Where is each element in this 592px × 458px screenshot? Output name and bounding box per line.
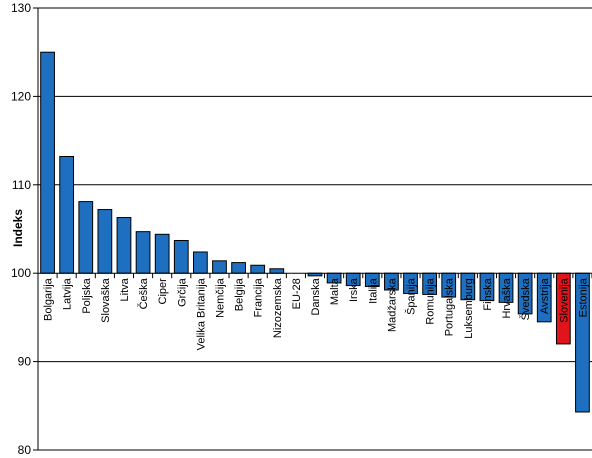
category-label: Francija bbox=[253, 277, 265, 317]
category-label: Finska bbox=[482, 277, 494, 310]
bar bbox=[97, 209, 113, 274]
category-label: Slovenija bbox=[558, 277, 570, 323]
y-tick-label: 110 bbox=[12, 178, 31, 192]
category-label: Italija bbox=[367, 277, 379, 304]
bar bbox=[193, 251, 208, 274]
category-label: Grčija bbox=[176, 277, 188, 307]
bar bbox=[135, 231, 151, 274]
bar bbox=[154, 233, 170, 274]
category-label: Španija bbox=[405, 277, 418, 315]
bar bbox=[250, 264, 266, 274]
bar bbox=[116, 217, 132, 274]
category-label: Portugalska bbox=[444, 277, 456, 336]
category-label: Latvija bbox=[62, 277, 74, 310]
category-label: Velika Britanija bbox=[195, 277, 207, 350]
category-label: Danska bbox=[310, 277, 322, 315]
axes bbox=[37, 8, 592, 450]
bar bbox=[40, 51, 55, 274]
category-label: Nemčija bbox=[214, 277, 226, 318]
y-tick-labels: 80 90 100 110 120 130 bbox=[11, 1, 38, 457]
category-label: Hrvaška bbox=[501, 277, 513, 318]
gridlines bbox=[38, 7, 592, 451]
category-label: Estonija bbox=[577, 277, 589, 317]
category-label: Bolgarija bbox=[43, 277, 55, 321]
y-tick-label: 80 bbox=[18, 443, 32, 457]
category-label: Romunija bbox=[425, 277, 437, 324]
category-label: Madžarska bbox=[386, 277, 398, 332]
bars bbox=[40, 51, 590, 413]
y-tick-label: 90 bbox=[18, 355, 32, 369]
category-label: Švedska bbox=[519, 277, 532, 320]
y-axis-label: Indeks bbox=[11, 209, 25, 247]
y-tick-label: 130 bbox=[11, 1, 31, 15]
category-label: Poljska bbox=[81, 277, 93, 313]
category-label: Malta bbox=[329, 277, 341, 305]
category-label: Ciper bbox=[157, 278, 169, 305]
y-tick-label: 120 bbox=[11, 89, 31, 103]
bar bbox=[59, 156, 75, 274]
bar bbox=[78, 201, 94, 274]
category-label: Irska bbox=[348, 277, 360, 302]
bar bbox=[269, 268, 285, 274]
bar bbox=[212, 260, 227, 274]
category-label: Litva bbox=[119, 277, 131, 301]
category-label: Belgija bbox=[234, 277, 246, 311]
bar bbox=[231, 262, 246, 274]
y-tick-label: 100 bbox=[11, 266, 31, 280]
category-labels: Bolgarija Latvija Poljska Slovaška Litva Češk… bbox=[43, 277, 590, 350]
category-label: Češka bbox=[137, 277, 150, 309]
category-label: Slovaška bbox=[100, 277, 112, 323]
category-label: Nizozemska bbox=[272, 277, 284, 338]
bar bbox=[173, 239, 189, 274]
category-label: Luksemburg bbox=[463, 278, 475, 339]
category-label: EU-28 bbox=[291, 278, 303, 309]
category-label: Avstrija bbox=[539, 277, 551, 314]
